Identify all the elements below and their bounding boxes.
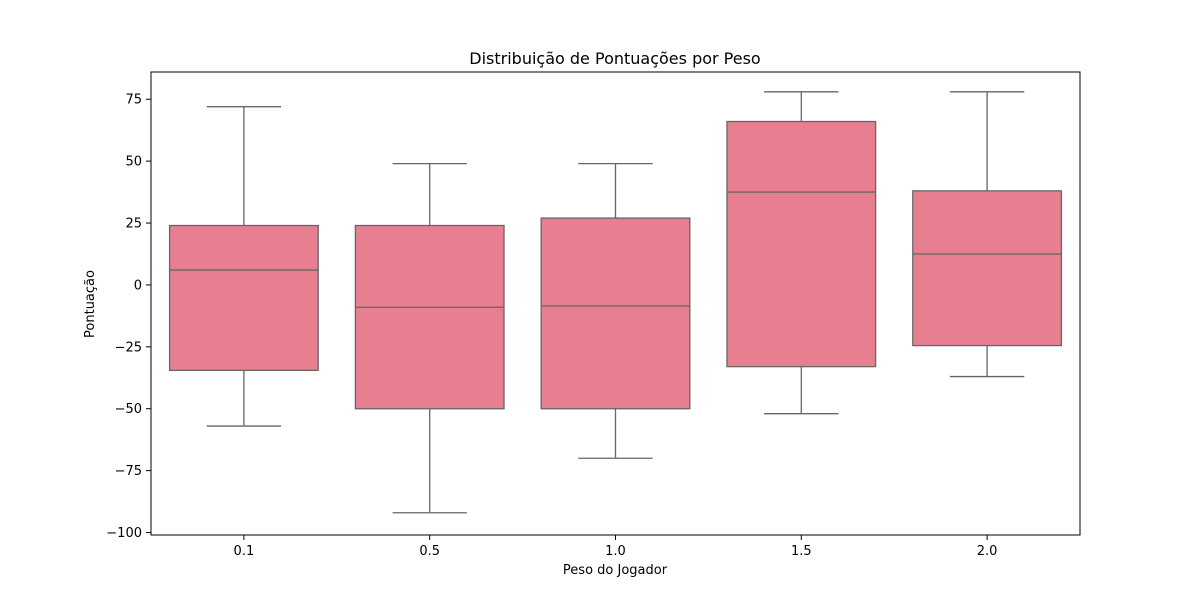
y-axis-title: Pontuação (83, 270, 98, 338)
x-tick-label: 1.5 (791, 544, 812, 559)
chart-title: Distribuição de Pontuações por Peso (469, 49, 760, 68)
y-tick-label: 0 (134, 278, 142, 293)
box-0.5 (354, 224, 505, 410)
y-tick-label: −75 (115, 464, 142, 479)
x-tick-label: 2.0 (977, 544, 998, 559)
plot-area: −100 −75 −50 −25 0 25 50 75 0.1 0.5 1.0 1.5 2.0 (106, 71, 1081, 559)
box-1.0 (540, 217, 691, 410)
y-tick-label: 50 (125, 155, 142, 170)
y-tick-label: −100 (106, 526, 142, 541)
x-axis-title: Peso do Jogador (563, 563, 668, 578)
x-tick-label: 0.5 (419, 544, 440, 559)
box-0.1 (168, 224, 319, 372)
box-2.0 (912, 190, 1063, 347)
x-tick-label: 0.1 (234, 544, 255, 559)
y-tick-label: −25 (115, 340, 142, 355)
x-tick-label: 1.0 (605, 544, 626, 559)
box-1.5 (726, 120, 877, 368)
y-tick-label: 25 (125, 217, 142, 232)
y-tick-label: 75 (125, 93, 142, 108)
y-tick-label: −50 (115, 402, 142, 417)
